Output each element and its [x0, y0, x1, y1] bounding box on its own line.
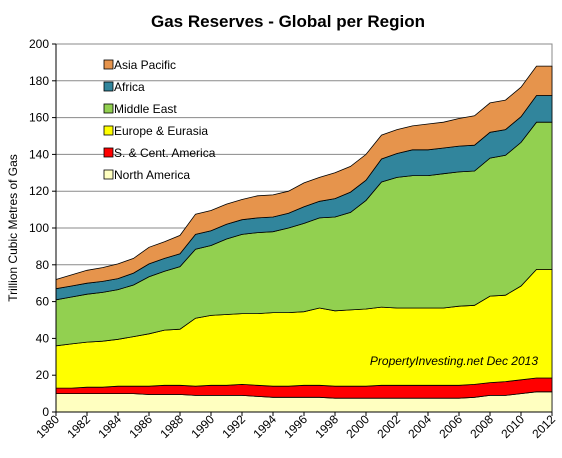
y-tick-label: 180: [29, 74, 49, 88]
legend: Asia Pacific Africa Middle East Europe & Eu…: [103, 58, 216, 182]
x-tick-label: 1996: [281, 412, 310, 441]
chart-title: Gas Reserves - Global per Region: [151, 12, 425, 31]
y-tick-label: 140: [29, 147, 49, 161]
x-tick-label: 1992: [219, 412, 248, 441]
x-tick-label: 1986: [126, 412, 155, 441]
y-tick-label: 200: [29, 37, 49, 51]
x-tick-label: 1988: [157, 412, 186, 441]
x-tick-label: 2002: [374, 412, 403, 441]
x-tick-label: 2004: [405, 412, 434, 441]
y-tick-label: 0: [42, 405, 49, 419]
x-tick-label: 1994: [250, 412, 279, 441]
stacked-areas: [55, 65, 553, 413]
x-tick-label: 2000: [343, 412, 372, 441]
y-tick-label: 160: [29, 111, 49, 125]
area-asia-pacific: [55, 65, 553, 290]
legend-label: Africa: [114, 80, 145, 94]
watermark-annotation: PropertyInvesting.net Dec 2013: [370, 354, 538, 368]
y-tick-label: 60: [36, 295, 50, 309]
legend-swatch: [103, 147, 114, 158]
y-tick-label: 40: [36, 331, 50, 345]
y-tick-label: 120: [29, 184, 49, 198]
x-tick-label: 2010: [498, 412, 527, 441]
legend-label: Middle East: [114, 102, 177, 116]
x-tick-label: 1984: [95, 412, 124, 441]
legend-swatch: [103, 125, 114, 136]
y-axis-label: Trillion Cubic Metres of Gas: [6, 154, 20, 302]
legend-label: S. & Cent. America: [114, 146, 216, 160]
legend-label: Europe & Eurasia: [114, 124, 208, 138]
legend-label: Asia Pacific: [114, 58, 176, 72]
legend-swatch: [103, 81, 114, 92]
legend-label: North America: [114, 168, 190, 182]
legend-swatch: [103, 59, 114, 70]
x-tick-label: 2006: [436, 412, 465, 441]
y-tick-label: 20: [36, 368, 50, 382]
y-tick-label: 80: [36, 258, 50, 272]
x-tick-label: 1998: [312, 412, 341, 441]
x-tick-label: 1980: [33, 412, 62, 441]
x-tick-label: 1982: [64, 412, 93, 441]
legend-swatch: [103, 169, 114, 180]
x-tick-label: 2012: [529, 412, 558, 441]
x-tick-label: 1990: [188, 412, 217, 441]
y-tick-label: 100: [29, 221, 49, 235]
x-tick-label: 2008: [467, 412, 496, 441]
legend-swatch: [103, 103, 114, 114]
